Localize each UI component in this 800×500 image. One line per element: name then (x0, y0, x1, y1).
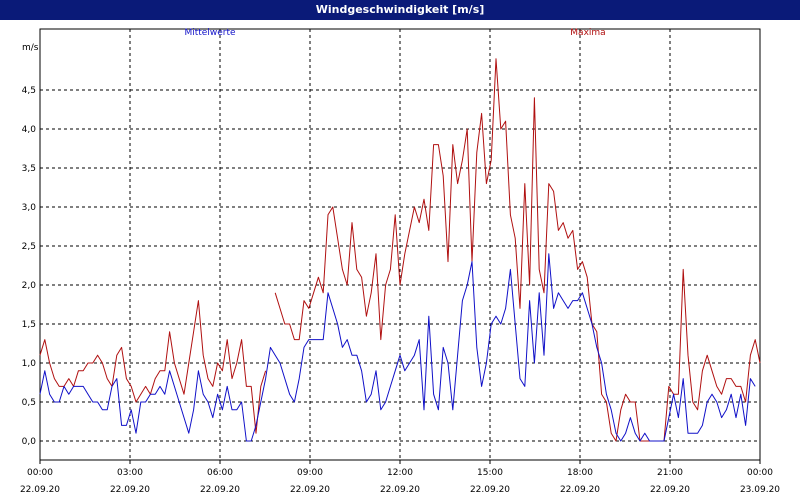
y-tick-label: 2,0 (22, 281, 37, 291)
y-tick-label: 0,0 (22, 437, 37, 447)
y-tick-label: 1,0 (22, 359, 37, 369)
chart-title: Windgeschwindigkeit [m/s] (0, 0, 800, 20)
x-tick-date-label: 22.09.20 (200, 485, 240, 495)
x-tick-time-label: 09:00 (297, 468, 323, 478)
y-tick-label: 2,5 (22, 242, 36, 252)
wind-speed-chart: m/s 0,0 0,5 1,0 1,5 2,0 2,5 3,0 3,5 4,0 4,5 00:00 22… (20, 28, 780, 495)
x-tick-date-label: 22.09.20 (650, 485, 690, 495)
y-tick-label: 3,0 (22, 203, 37, 213)
series-line-maxima (274, 58, 761, 442)
y-tick-label: 1,5 (22, 320, 36, 330)
series-line-mittelwerte (39, 253, 756, 442)
x-tick-date-label: 22.09.20 (20, 485, 60, 495)
x-tick-date-label: 22.09.20 (470, 485, 510, 495)
legend-maxima: Maxima (570, 28, 605, 38)
x-tick-time-label: 15:00 (477, 468, 503, 478)
x-tick-date-label: 22.09.20 (380, 485, 420, 495)
x-tick-time-label: 00:00 (747, 468, 773, 478)
x-tick-time-label: 21:00 (657, 468, 683, 478)
x-tick-date-label: 22.09.20 (110, 485, 150, 495)
x-tick-date-label: 22.09.20 (560, 485, 600, 495)
x-tick-time-label: 03:00 (117, 468, 143, 478)
x-tick-date-label: 22.09.20 (290, 485, 330, 495)
x-tick-date-label: 23.09.20 (740, 485, 780, 495)
x-tick-time-label: 12:00 (387, 468, 413, 478)
x-tick-time-label: 00:00 (27, 468, 53, 478)
y-tick-label: 0,5 (22, 398, 36, 408)
y-tick-label: 4,0 (22, 125, 37, 135)
x-tick-time-label: 18:00 (567, 468, 593, 478)
y-axis-label: m/s (22, 43, 39, 53)
y-tick-label: 4,5 (22, 86, 36, 96)
series-line-maxima (39, 300, 267, 434)
legend-mittelwerte: Mittelwerte (184, 28, 235, 38)
x-tick-time-label: 06:00 (207, 468, 233, 478)
y-tick-label: 3,5 (22, 164, 36, 174)
